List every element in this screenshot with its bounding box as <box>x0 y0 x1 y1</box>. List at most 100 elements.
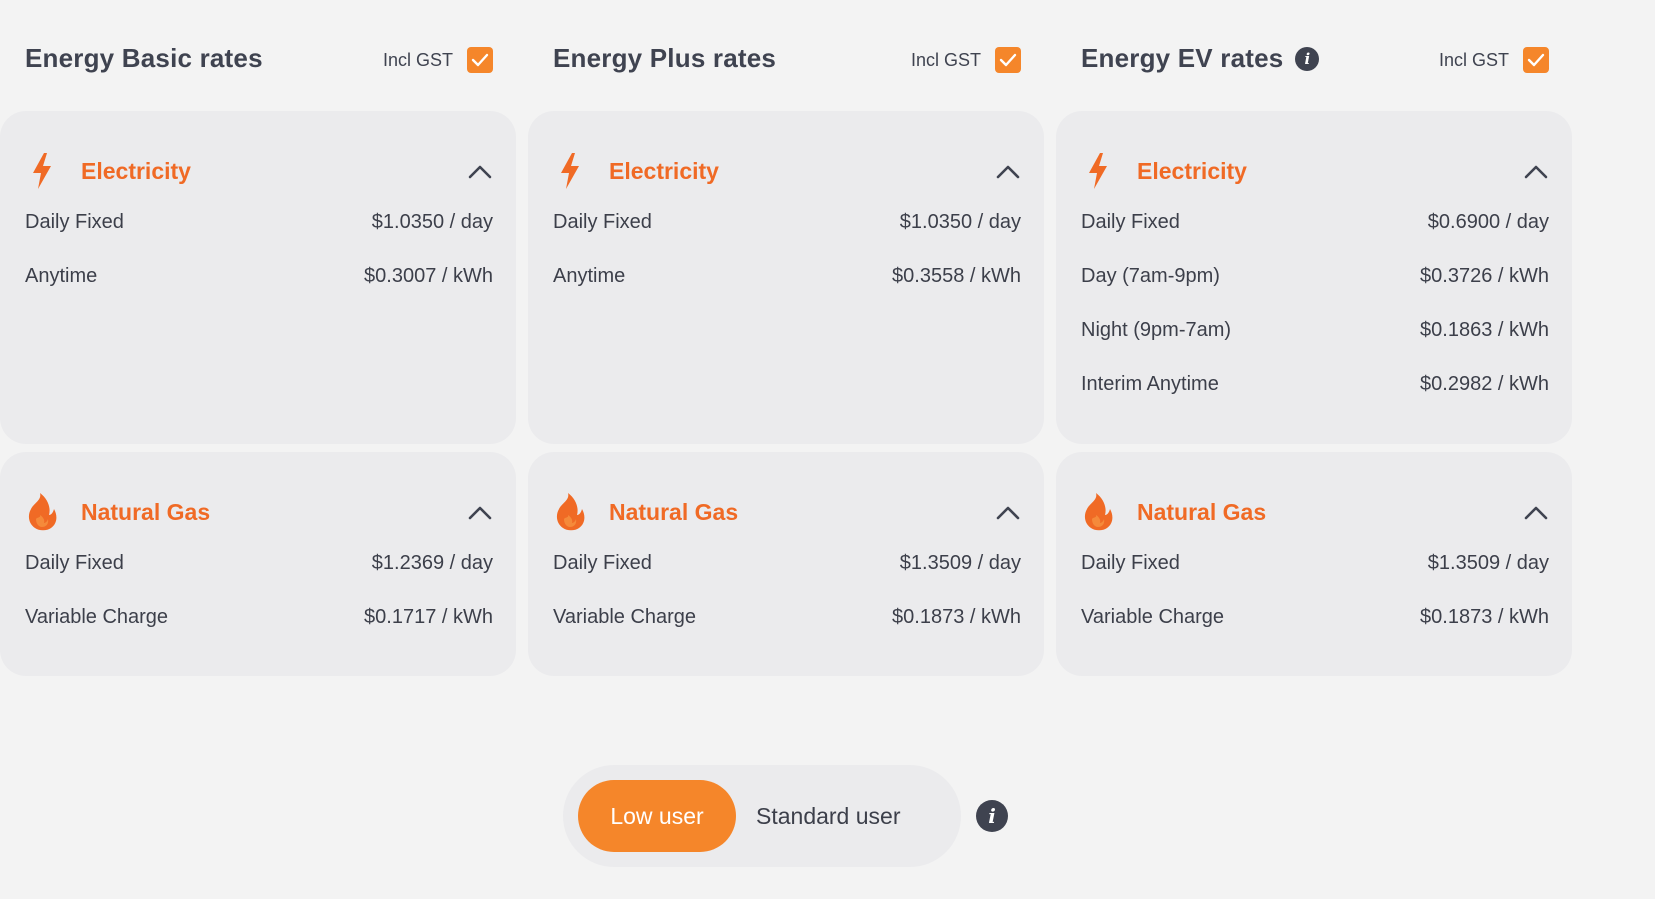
plan-column: Energy Plus rates Incl GST Electricity Dail… <box>528 0 1044 676</box>
rate-value: $1.2369 / day <box>371 552 493 574</box>
rate-label: Daily Fixed <box>1081 211 1180 233</box>
rate-row: Night (9pm-7am) $0.1863 / kWh <box>1081 319 1549 373</box>
rate-label: Interim Anytime <box>1081 373 1219 395</box>
gas-card-header[interactable]: Natural Gas <box>1081 492 1549 532</box>
electricity-rate-list: Daily Fixed $1.0350 / day Anytime $0.3558 /… <box>553 211 1021 319</box>
rate-value: $1.3509 / day <box>899 552 1021 574</box>
chevron-up-icon[interactable] <box>467 158 493 184</box>
rate-row: Variable Charge $0.1873 / kWh <box>1081 606 1549 660</box>
rate-row: Daily Fixed $1.3509 / day <box>1081 552 1549 606</box>
plan-title: Energy EV rates i <box>1081 43 1320 74</box>
electricity-card: Electricity Daily Fixed $1.0350 / day Anyti… <box>0 111 516 444</box>
gas-card: Natural Gas Daily Fixed $1.3509 / day Varia… <box>528 452 1044 676</box>
plan-title: Energy Plus rates <box>553 43 776 74</box>
rate-value: $1.3509 / day <box>1427 552 1549 574</box>
rate-label: Variable Charge <box>553 606 697 628</box>
incl-gst-checkbox[interactable] <box>467 47 493 73</box>
rate-label: Daily Fixed <box>1081 552 1180 574</box>
lightning-icon <box>25 153 59 189</box>
rate-row: Daily Fixed $1.0350 / day <box>553 211 1021 265</box>
rate-value: $1.0350 / day <box>899 211 1021 233</box>
rate-value: $0.1717 / kWh <box>364 606 493 628</box>
plan-header: Energy EV rates i Incl GST <box>1056 0 1572 111</box>
rate-row: Day (7am-9pm) $0.3726 / kWh <box>1081 265 1549 319</box>
chevron-up-icon[interactable] <box>467 499 493 525</box>
electricity-card-header[interactable]: Electricity <box>553 151 1021 191</box>
rate-value: $0.3726 / kWh <box>1420 265 1549 287</box>
plan-column: Energy Basic rates Incl GST Electricity Dai… <box>0 0 516 676</box>
rate-value: $0.1873 / kWh <box>1420 606 1549 628</box>
electricity-rate-list: Daily Fixed $1.0350 / day Anytime $0.3007 /… <box>25 211 493 319</box>
lightning-icon <box>1081 153 1115 189</box>
incl-gst-toggle[interactable]: Incl GST <box>911 47 1021 73</box>
incl-gst-label: Incl GST <box>910 49 981 70</box>
rate-value: $0.3558 / kWh <box>892 265 1021 287</box>
rate-label: Variable Charge <box>25 606 169 628</box>
electricity-title: Electricity <box>81 157 191 184</box>
low-user-option[interactable]: Low user <box>578 780 736 852</box>
chevron-up-icon[interactable] <box>995 158 1021 184</box>
rate-label: Anytime <box>25 265 98 287</box>
chevron-up-icon[interactable] <box>1523 158 1549 184</box>
electricity-card: Electricity Daily Fixed $0.6900 / day Day (… <box>1056 111 1572 444</box>
chevron-up-icon[interactable] <box>995 499 1021 525</box>
rate-value: $0.2982 / kWh <box>1420 373 1549 395</box>
incl-gst-checkbox[interactable] <box>995 47 1021 73</box>
rate-label: Daily Fixed <box>553 552 652 574</box>
rate-value: $0.6900 / day <box>1427 211 1549 233</box>
rate-label: Daily Fixed <box>25 552 124 574</box>
gas-card-header[interactable]: Natural Gas <box>553 492 1021 532</box>
flame-icon <box>553 493 587 531</box>
incl-gst-checkbox[interactable] <box>1523 47 1549 73</box>
rate-value: $1.0350 / day <box>371 211 493 233</box>
rate-row: Interim Anytime $0.2982 / kWh <box>1081 373 1549 427</box>
plan-title-text: Energy EV rates <box>1081 43 1284 73</box>
rate-row: Variable Charge $0.1717 / kWh <box>25 606 493 660</box>
gas-card: Natural Gas Daily Fixed $1.2369 / day Varia… <box>0 452 516 676</box>
rate-value: $0.3007 / kWh <box>364 265 493 287</box>
gas-rate-list: Daily Fixed $1.3509 / day Variable Charge $… <box>553 552 1021 660</box>
rate-label: Variable Charge <box>1081 606 1225 628</box>
incl-gst-label: Incl GST <box>1438 49 1509 70</box>
rate-value: $0.1873 / kWh <box>892 606 1021 628</box>
plan-header: Energy Plus rates Incl GST <box>528 0 1044 111</box>
incl-gst-toggle[interactable]: Incl GST <box>1439 47 1549 73</box>
rate-row: Daily Fixed $1.2369 / day <box>25 552 493 606</box>
rate-label: Day (7am-9pm) <box>1081 265 1220 287</box>
rate-row: Daily Fixed $1.3509 / day <box>553 552 1021 606</box>
gas-card: Natural Gas Daily Fixed $1.3509 / day Varia… <box>1056 452 1572 676</box>
gas-rate-list: Daily Fixed $1.2369 / day Variable Charge $… <box>25 552 493 660</box>
rate-label: Daily Fixed <box>553 211 652 233</box>
info-icon[interactable]: i <box>1295 46 1320 71</box>
info-icon[interactable]: i <box>976 800 1008 832</box>
plan-title-text: Energy Basic rates <box>25 43 263 73</box>
incl-gst-label: Incl GST <box>382 49 453 70</box>
flame-icon <box>25 493 59 531</box>
gas-rate-list: Daily Fixed $1.3509 / day Variable Charge $… <box>1081 552 1549 660</box>
plan-title-text: Energy Plus rates <box>553 43 777 73</box>
electricity-rate-list: Daily Fixed $0.6900 / day Day (7am-9pm) $0.… <box>1081 211 1549 427</box>
rate-label: Anytime <box>553 265 626 287</box>
chevron-up-icon[interactable] <box>1523 499 1549 525</box>
plan-title: Energy Basic rates <box>25 43 263 74</box>
electricity-title: Electricity <box>609 157 719 184</box>
electricity-card-header[interactable]: Electricity <box>25 151 493 191</box>
rate-row: Daily Fixed $1.0350 / day <box>25 211 493 265</box>
rate-label: Daily Fixed <box>25 211 124 233</box>
electricity-card-header[interactable]: Electricity <box>1081 151 1549 191</box>
gas-card-header[interactable]: Natural Gas <box>25 492 493 532</box>
rate-label: Night (9pm-7am) <box>1081 319 1232 341</box>
plan-columns: Energy Basic rates Incl GST Electricity Dai… <box>0 0 1572 676</box>
gas-title: Natural Gas <box>609 498 739 525</box>
lightning-icon <box>553 153 587 189</box>
electricity-title: Electricity <box>1137 157 1247 184</box>
electricity-card: Electricity Daily Fixed $1.0350 / day Anyti… <box>528 111 1044 444</box>
gas-title: Natural Gas <box>81 498 211 525</box>
incl-gst-toggle[interactable]: Incl GST <box>383 47 493 73</box>
user-type-toggle[interactable]: Low user Standard user <box>563 765 961 867</box>
plan-header: Energy Basic rates Incl GST <box>0 0 516 111</box>
flame-icon <box>1081 493 1115 531</box>
rate-row: Daily Fixed $0.6900 / day <box>1081 211 1549 265</box>
standard-user-option[interactable]: Standard user <box>756 802 901 829</box>
